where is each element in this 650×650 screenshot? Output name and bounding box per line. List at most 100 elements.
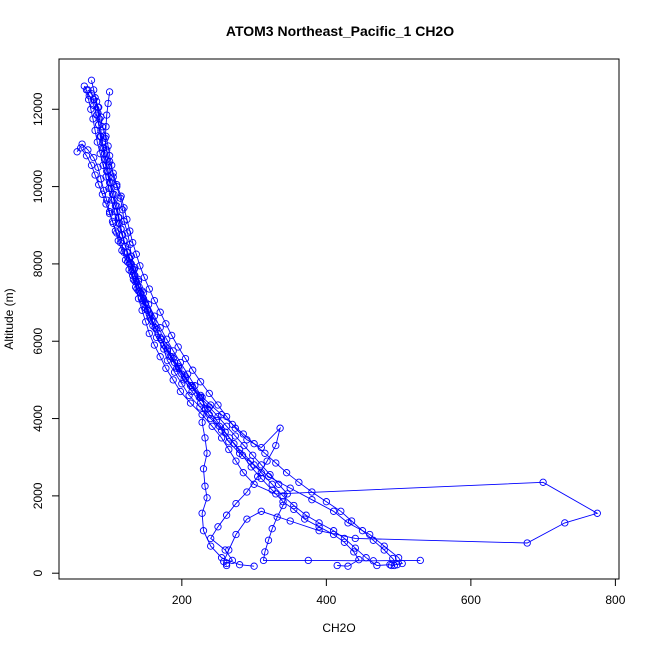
series-1 xyxy=(84,86,406,570)
data-point xyxy=(173,364,181,372)
data-point xyxy=(373,561,381,570)
series-line xyxy=(83,85,599,566)
data-point xyxy=(207,542,215,550)
data-point xyxy=(191,382,199,390)
data-point xyxy=(73,148,81,156)
data-point xyxy=(131,271,139,280)
data-point xyxy=(333,561,341,570)
data-point xyxy=(286,517,294,525)
data-point xyxy=(196,399,205,407)
y-tick-label: 0 xyxy=(31,570,45,577)
series-3 xyxy=(77,144,424,565)
data-point xyxy=(169,347,177,355)
data-point xyxy=(144,306,152,314)
data-point xyxy=(203,449,211,457)
data-point xyxy=(98,190,107,198)
data-point xyxy=(250,562,258,570)
data-point xyxy=(523,539,531,547)
data-point xyxy=(156,308,164,316)
data-point xyxy=(170,368,179,376)
data-point xyxy=(228,556,237,565)
data-point xyxy=(268,486,276,494)
data-point xyxy=(308,488,316,496)
data-point xyxy=(329,530,338,539)
data-point xyxy=(268,525,276,533)
y-tick-label: 4000 xyxy=(31,405,45,432)
chart-title: ATOM3 Northeast_Pacific_1 CH2O xyxy=(226,23,454,39)
series-line xyxy=(94,97,360,567)
data-point xyxy=(215,422,224,430)
data-point xyxy=(283,490,291,498)
data-point xyxy=(561,519,569,527)
data-point xyxy=(127,260,135,268)
data-point xyxy=(77,144,85,152)
data-point xyxy=(257,443,265,452)
data-point xyxy=(138,306,146,314)
y-tick-label: 6000 xyxy=(31,328,45,355)
data-point xyxy=(272,459,280,467)
data-point xyxy=(121,256,130,264)
data-point xyxy=(150,296,159,305)
data-point xyxy=(181,354,190,363)
data-point xyxy=(347,517,356,525)
data-point xyxy=(117,225,125,233)
data-point xyxy=(222,559,231,568)
data-point xyxy=(273,513,281,521)
plot-area-border xyxy=(58,58,620,580)
data-point xyxy=(109,169,117,177)
data-point xyxy=(100,186,108,195)
data-point xyxy=(103,146,111,154)
data-point xyxy=(290,501,298,510)
data-point xyxy=(246,457,255,465)
y-tick-label: 12000 xyxy=(31,92,45,126)
data-point xyxy=(186,399,195,407)
data-point xyxy=(78,140,86,148)
data-point xyxy=(247,463,255,471)
data-point xyxy=(386,561,394,569)
data-point xyxy=(117,192,125,200)
data-point xyxy=(266,470,274,479)
series-group xyxy=(73,76,601,570)
data-point xyxy=(84,95,93,104)
data-point xyxy=(351,544,359,552)
data-point xyxy=(154,329,162,338)
data-point xyxy=(232,530,240,539)
data-point xyxy=(176,358,185,367)
data-point xyxy=(103,167,111,175)
data-point xyxy=(389,554,397,563)
data-point xyxy=(123,215,131,224)
x-tick-label: 600 xyxy=(461,593,481,607)
x-axis: 200 400 600 800 xyxy=(172,578,626,607)
data-point xyxy=(257,474,265,483)
data-point xyxy=(279,492,287,500)
data-point xyxy=(87,161,96,169)
data-point xyxy=(84,146,92,154)
data-point xyxy=(257,507,265,515)
data-point xyxy=(222,412,231,421)
data-point xyxy=(80,82,88,90)
data-point xyxy=(380,546,388,554)
data-point xyxy=(180,376,188,384)
data-point xyxy=(393,561,401,569)
data-point xyxy=(214,523,222,531)
data-point xyxy=(145,285,153,293)
data-point xyxy=(329,507,338,515)
data-point xyxy=(302,511,310,519)
data-point xyxy=(157,335,165,343)
data-point xyxy=(111,202,120,210)
data-point xyxy=(217,434,226,442)
data-point xyxy=(96,132,104,140)
series-8 xyxy=(101,88,284,568)
data-point xyxy=(105,208,114,216)
x-axis-label: CH2O xyxy=(322,621,355,635)
data-point xyxy=(105,157,114,166)
data-point xyxy=(198,418,206,427)
data-point xyxy=(120,237,128,245)
data-point xyxy=(243,488,251,496)
data-point xyxy=(198,509,206,517)
data-point xyxy=(98,144,107,152)
data-point xyxy=(92,97,101,106)
data-point xyxy=(162,343,170,351)
data-point xyxy=(105,179,114,187)
